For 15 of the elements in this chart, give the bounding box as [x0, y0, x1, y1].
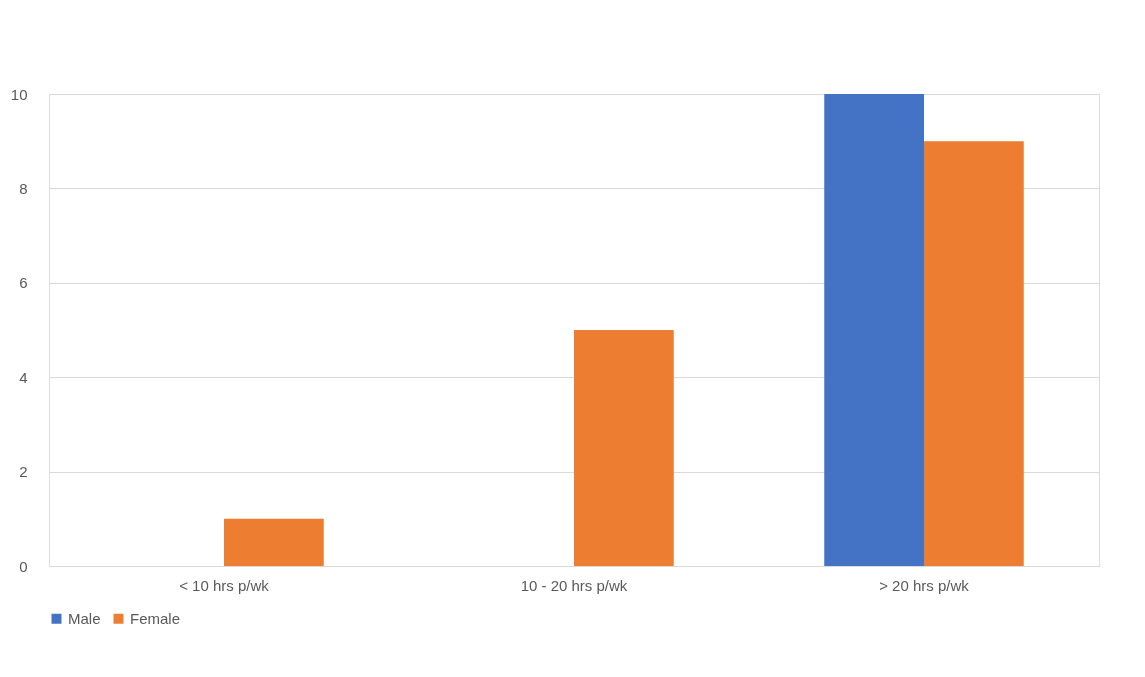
y-tick-label: 8	[19, 179, 28, 197]
bar	[574, 330, 674, 566]
y-tick-label: 4	[19, 368, 28, 386]
legend-label: Male	[68, 609, 101, 627]
bar	[224, 518, 324, 566]
y-tick-label: 2	[19, 463, 28, 481]
x-tick-label: < 10 hrs p/wk	[179, 576, 270, 594]
y-tick-label: 10	[10, 85, 28, 103]
bar	[824, 94, 924, 566]
bar	[924, 141, 1024, 566]
y-tick-label: 6	[19, 274, 28, 292]
x-tick-label: > 20 hrs p/wk	[879, 576, 970, 594]
x-tick-label: 10 - 20 hrs p/wk	[520, 576, 628, 594]
legend-label: Female	[130, 609, 181, 627]
y-tick-label: 0	[19, 557, 28, 575]
